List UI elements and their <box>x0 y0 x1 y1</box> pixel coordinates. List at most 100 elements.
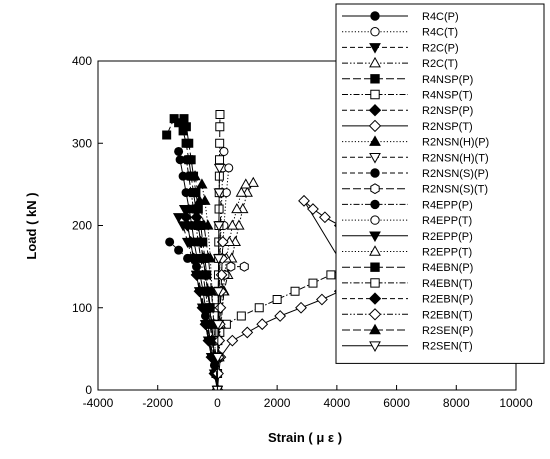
data-point <box>215 138 225 148</box>
legend-label: R2NSN(H)(P) <box>422 137 489 149</box>
legend-entry: R2EBN(T) <box>342 308 473 321</box>
data-point <box>193 287 206 298</box>
legend-marker <box>369 341 381 352</box>
data-point <box>241 326 254 339</box>
legend-marker <box>369 135 381 146</box>
legend-marker <box>369 43 381 54</box>
legend-entry: R4C(T) <box>342 27 458 39</box>
legend-label: R2NSN(S)(T) <box>422 184 488 196</box>
data-point <box>202 252 215 263</box>
data-point <box>205 285 218 296</box>
legend-label: R4NSP(T) <box>422 90 473 102</box>
data-point <box>307 203 319 215</box>
legend-label: R2NSP(T) <box>422 121 473 133</box>
legend-entry: R4C(P) <box>342 11 459 23</box>
legend-label: R2EBN(T) <box>422 309 473 321</box>
data-point <box>196 178 208 189</box>
y-tick-label: 400 <box>72 54 92 68</box>
legend-label: R4EPP(T) <box>422 215 472 227</box>
data-point <box>215 155 225 165</box>
legend-entry: R4EPP(P) <box>342 199 473 211</box>
data-point <box>190 270 203 281</box>
data-point <box>199 268 212 281</box>
legend-marker <box>368 292 382 305</box>
data-point <box>240 178 252 189</box>
legend-label: R4EBN(T) <box>422 278 473 290</box>
data-point <box>213 334 226 347</box>
legend-entry: R2NSN(S)(P) <box>342 168 489 180</box>
legend-marker <box>368 308 382 321</box>
data-point <box>272 295 282 305</box>
data-point <box>212 254 225 265</box>
legend-marker <box>370 11 380 21</box>
series-5 <box>212 253 357 390</box>
data-point <box>319 211 331 224</box>
data-point <box>239 261 249 272</box>
data-point <box>290 286 300 296</box>
data-point <box>184 138 194 148</box>
data-point <box>215 122 225 132</box>
legend-entry: R2NSN(H)(T) <box>342 152 489 164</box>
x-tick-label: 8000 <box>443 396 470 410</box>
legend-entry: R2SEN(T) <box>342 341 473 353</box>
x-tick-label: 10000 <box>499 396 533 410</box>
legend-entry: R2C(P) <box>342 42 459 54</box>
data-point <box>231 203 243 214</box>
legend-label: R2EPP(T) <box>422 247 472 259</box>
data-point <box>187 254 200 265</box>
legend-marker <box>370 215 380 225</box>
legend-label: R2SEN(T) <box>422 341 473 353</box>
legend-entry: R2SEN(P) <box>342 323 473 337</box>
legend-marker <box>369 323 381 335</box>
data-point <box>190 211 203 224</box>
legend-marker <box>370 278 380 288</box>
data-point <box>254 303 264 313</box>
x-tick-label: -4000 <box>83 396 114 410</box>
y-tick-label: 100 <box>72 301 92 315</box>
legend-entry: R2NSN(S)(T) <box>342 183 488 196</box>
legend-entry: R2NSP(P) <box>342 104 473 117</box>
legend-label: R2EPP(P) <box>422 231 473 243</box>
data-point <box>214 301 227 314</box>
legend-marker <box>369 245 381 256</box>
plot-area <box>162 109 357 390</box>
y-tick-label: 300 <box>72 136 92 150</box>
data-point <box>295 301 307 314</box>
data-point <box>198 219 210 230</box>
legend-label: R4EPP(P) <box>422 199 473 211</box>
x-tick-label: 0 <box>214 396 221 410</box>
series-line <box>216 241 224 390</box>
legend-label: R2C(T) <box>422 58 458 70</box>
data-point <box>224 163 234 173</box>
data-point <box>247 176 259 187</box>
data-point <box>212 287 224 298</box>
y-tick-label: 0 <box>85 383 92 397</box>
legend-marker <box>368 104 382 117</box>
data-point <box>189 170 201 181</box>
x-tick-label: 6000 <box>383 396 410 410</box>
legend-label: R4NSP(P) <box>422 74 473 86</box>
legend-entry: R2C(T) <box>342 56 458 70</box>
legend-label: R2SEN(P) <box>422 325 473 337</box>
legend-label: R2NSP(P) <box>422 105 473 117</box>
series-line <box>196 217 218 390</box>
x-tick-label: 2000 <box>264 396 291 410</box>
legend-label: R2EBN(P) <box>422 294 473 306</box>
series-21 <box>211 163 226 390</box>
data-point <box>174 245 184 255</box>
data-point <box>298 194 310 207</box>
legend-marker <box>370 262 380 272</box>
data-point <box>308 278 318 288</box>
data-point <box>191 188 201 198</box>
data-point <box>181 221 194 232</box>
legend-marker <box>369 153 381 164</box>
legend-entry: R4NSP(T) <box>342 90 473 102</box>
data-point <box>274 310 287 322</box>
legend-marker <box>370 74 380 84</box>
data-point <box>178 204 191 216</box>
legend-label: R2NSN(S)(P) <box>422 168 489 180</box>
data-point <box>213 221 225 232</box>
data-point <box>212 320 224 331</box>
legend-marker <box>369 231 381 243</box>
